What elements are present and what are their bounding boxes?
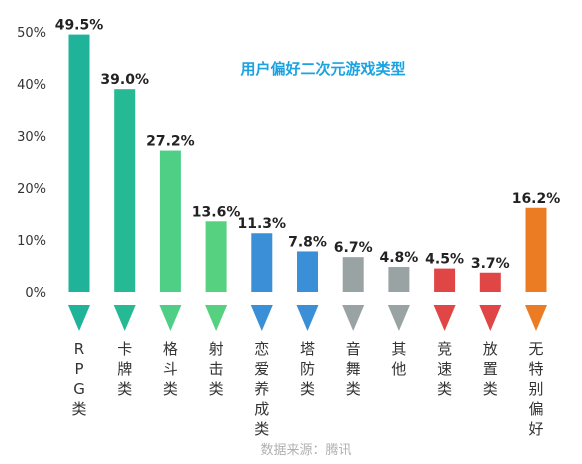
category-label: 格斗类: [163, 340, 178, 398]
category-pointers: [68, 305, 547, 331]
category-pointer: [479, 305, 502, 331]
bar: [342, 257, 364, 292]
category-label: 塔防类: [300, 340, 315, 398]
chart-title: 用户偏好二次元游戏类型: [240, 60, 405, 78]
category-label: 音舞类: [346, 340, 361, 398]
bar: [434, 268, 456, 292]
bar: [525, 207, 547, 292]
category-pointer: [342, 305, 365, 331]
data-label: 3.7%: [471, 256, 510, 272]
category-label: 无特别偏好: [528, 340, 543, 438]
bars: 49.5% 39.0% 27.2% 13.6%11.3%7.8% 6.7% 4.8% 4.5…: [55, 18, 561, 292]
category-pointer: [205, 305, 228, 331]
category-pointer: [113, 305, 136, 331]
category-pointer: [68, 305, 90, 331]
y-tick-label: 40%: [17, 78, 46, 93]
data-label: 4.8%: [379, 250, 418, 266]
category-labels: R P G 类 卡牌类 格斗类 射击类 恋爱养成类 塔防类 音舞类 其他 竞速类 放置类 无特别偏好: [71, 340, 543, 438]
data-label: 6.7%: [334, 240, 373, 256]
bar: [479, 272, 501, 292]
data-label: 7.8%: [288, 234, 327, 250]
y-tick-label: 20%: [17, 182, 46, 197]
bar: [205, 221, 227, 292]
data-label: 4.5%: [425, 252, 464, 268]
data-label: 11.3%: [238, 216, 287, 232]
bar: [297, 251, 318, 292]
category-label: 其他: [391, 340, 406, 378]
category-pointer: [525, 305, 547, 331]
data-label: 49.5%: [55, 18, 104, 34]
category-pointer: [387, 305, 410, 331]
category-label: 竞速类: [437, 340, 452, 398]
data-label: 27.2%: [146, 134, 195, 150]
data-label: 13.6%: [192, 204, 241, 220]
y-axis: 0% 10% 20% 30% 40% 50%: [17, 26, 46, 301]
y-tick-label: 10%: [17, 234, 46, 249]
data-source: 数据来源：腾讯: [260, 442, 351, 458]
y-tick-label: 50%: [17, 26, 46, 41]
data-label: 16.2%: [512, 191, 561, 207]
bar: [68, 34, 90, 292]
category-label: 恋爱养成类: [254, 340, 269, 438]
bar: [251, 233, 273, 292]
category-pointer: [433, 305, 456, 331]
category-pointer: [159, 305, 182, 331]
bar: [159, 150, 181, 292]
category-label: 放置类: [483, 340, 498, 398]
category-pointer: [296, 305, 319, 331]
y-tick-label: 30%: [17, 130, 46, 145]
category-label: 射击类: [209, 340, 224, 398]
data-label: 39.0%: [100, 72, 149, 88]
y-tick-label: 0%: [25, 286, 46, 301]
bar: [388, 267, 410, 292]
bar: [114, 89, 136, 292]
category-pointer: [250, 305, 273, 331]
category-label: 卡牌类: [117, 340, 132, 398]
